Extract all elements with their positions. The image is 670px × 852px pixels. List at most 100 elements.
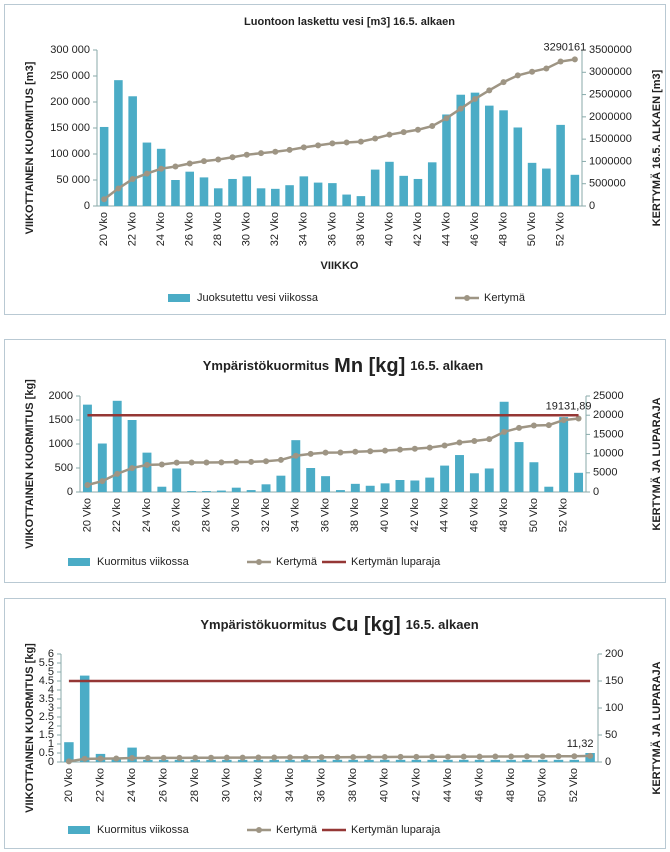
x-tick-label: 28 Vko	[212, 212, 224, 246]
marker	[476, 753, 483, 760]
bar	[291, 440, 301, 492]
marker	[113, 755, 120, 762]
marker	[81, 755, 88, 762]
marker	[523, 753, 530, 760]
marker	[352, 448, 359, 455]
y2-tick-label: 0	[605, 756, 611, 768]
bar	[285, 759, 295, 762]
bar	[222, 759, 232, 762]
marker	[188, 459, 195, 466]
y2-tick-label: 50	[605, 729, 617, 741]
bar	[490, 759, 501, 762]
y-tick-label: 200 000	[50, 96, 90, 108]
marker	[441, 442, 448, 449]
marker	[334, 754, 341, 761]
bar	[529, 462, 539, 492]
marker	[143, 170, 150, 177]
y-tick-label: 150 000	[50, 122, 90, 134]
y2-tick-label: 2000000	[589, 111, 632, 123]
x-tick-label: 52 Vko	[568, 768, 580, 802]
bar	[395, 759, 406, 762]
bar	[427, 759, 437, 762]
marker	[555, 753, 562, 760]
marker	[208, 754, 215, 761]
bar	[455, 455, 464, 492]
x-tick-label: 48 Vko	[505, 768, 517, 802]
y-tick-label: 0.5	[39, 747, 54, 759]
x-tick-label: 30 Vko	[241, 212, 253, 246]
legend-label: Kuormitus viikossa	[97, 556, 190, 568]
y-tick-label: 2000	[49, 390, 73, 402]
marker	[460, 753, 467, 760]
marker	[357, 138, 364, 145]
marker	[492, 753, 499, 760]
chart-title-part: 16.5. alkaen	[406, 617, 479, 632]
bar	[276, 475, 286, 492]
bar	[506, 759, 516, 762]
bar	[342, 194, 351, 206]
y2-tick-label: 5000	[593, 467, 617, 479]
x-tick-label: 32 Vko	[269, 212, 281, 246]
x-tick-label: 32 Vko	[260, 498, 272, 532]
x-tick-label: 40 Vko	[379, 768, 391, 802]
x-tick-label: 22 Vko	[111, 498, 123, 532]
y2-tick-label: 200	[605, 648, 623, 660]
bar	[513, 127, 523, 206]
marker	[329, 140, 336, 147]
bar	[199, 177, 209, 206]
line	[68, 754, 591, 763]
bar	[499, 401, 509, 492]
y-tick-label: 5	[48, 666, 54, 678]
y2-tick-label: 500000	[589, 178, 626, 190]
x-tick-label: 36 Vko	[316, 768, 328, 802]
bar	[271, 188, 280, 206]
marker	[239, 754, 246, 761]
y2-tick-label: 20000	[593, 409, 624, 421]
bar	[112, 400, 122, 492]
bar	[64, 742, 74, 762]
bar	[328, 183, 337, 206]
bar	[269, 759, 279, 762]
marker	[414, 126, 421, 133]
bar	[82, 404, 92, 492]
bar	[242, 176, 252, 206]
x-tick-label: 44 Vko	[439, 498, 451, 532]
x-tick-label: 44 Vko	[440, 212, 452, 246]
bar	[485, 105, 494, 206]
y-tick-label: 1000	[49, 438, 73, 450]
bar	[216, 490, 226, 492]
marker	[343, 139, 350, 146]
y2-tick-label: 3000000	[589, 66, 632, 78]
marker	[501, 428, 508, 435]
bar	[456, 94, 466, 206]
marker	[200, 158, 207, 165]
bar	[570, 174, 580, 206]
marker	[255, 754, 262, 761]
x-tick-label: 36 Vko	[326, 212, 338, 246]
bar	[469, 473, 479, 492]
marker	[302, 754, 309, 761]
y-tick-label: 5.5	[39, 657, 54, 669]
y2-tick-label: 25000	[593, 390, 624, 402]
marker	[65, 758, 72, 765]
y-tick-label: 1	[48, 738, 54, 750]
bar	[559, 417, 569, 492]
marker	[486, 87, 493, 94]
marker	[172, 163, 179, 170]
chart-title-part: Cu [kg]	[332, 614, 401, 636]
y-tick-label: 4	[48, 684, 54, 696]
bar	[79, 675, 90, 762]
y2-tick-label: 2500000	[589, 88, 632, 100]
marker	[186, 160, 193, 167]
marker	[381, 753, 388, 760]
marker	[514, 72, 521, 79]
chart-title-part: Mn [kg]	[334, 355, 405, 377]
y2-tick-label: 15000	[593, 428, 624, 440]
line	[87, 417, 579, 487]
marker	[318, 754, 325, 761]
chart-title-part: Ympäristökuormitus	[200, 617, 326, 632]
marker	[539, 753, 546, 760]
marker	[386, 131, 393, 138]
marker	[292, 452, 299, 459]
marker	[397, 753, 404, 760]
